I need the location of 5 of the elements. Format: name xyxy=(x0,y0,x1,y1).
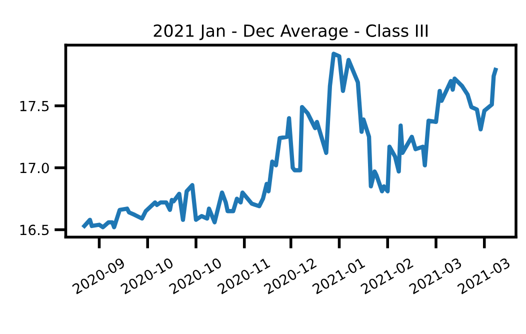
y-tick-label: 16.5 xyxy=(20,224,49,236)
y-tick-label: 17.5 xyxy=(20,100,49,112)
y-tick-label: 17.0 xyxy=(20,162,49,174)
line-series xyxy=(82,52,498,230)
chart-title: 2021 Jan - Dec Average - Class III xyxy=(154,24,428,40)
